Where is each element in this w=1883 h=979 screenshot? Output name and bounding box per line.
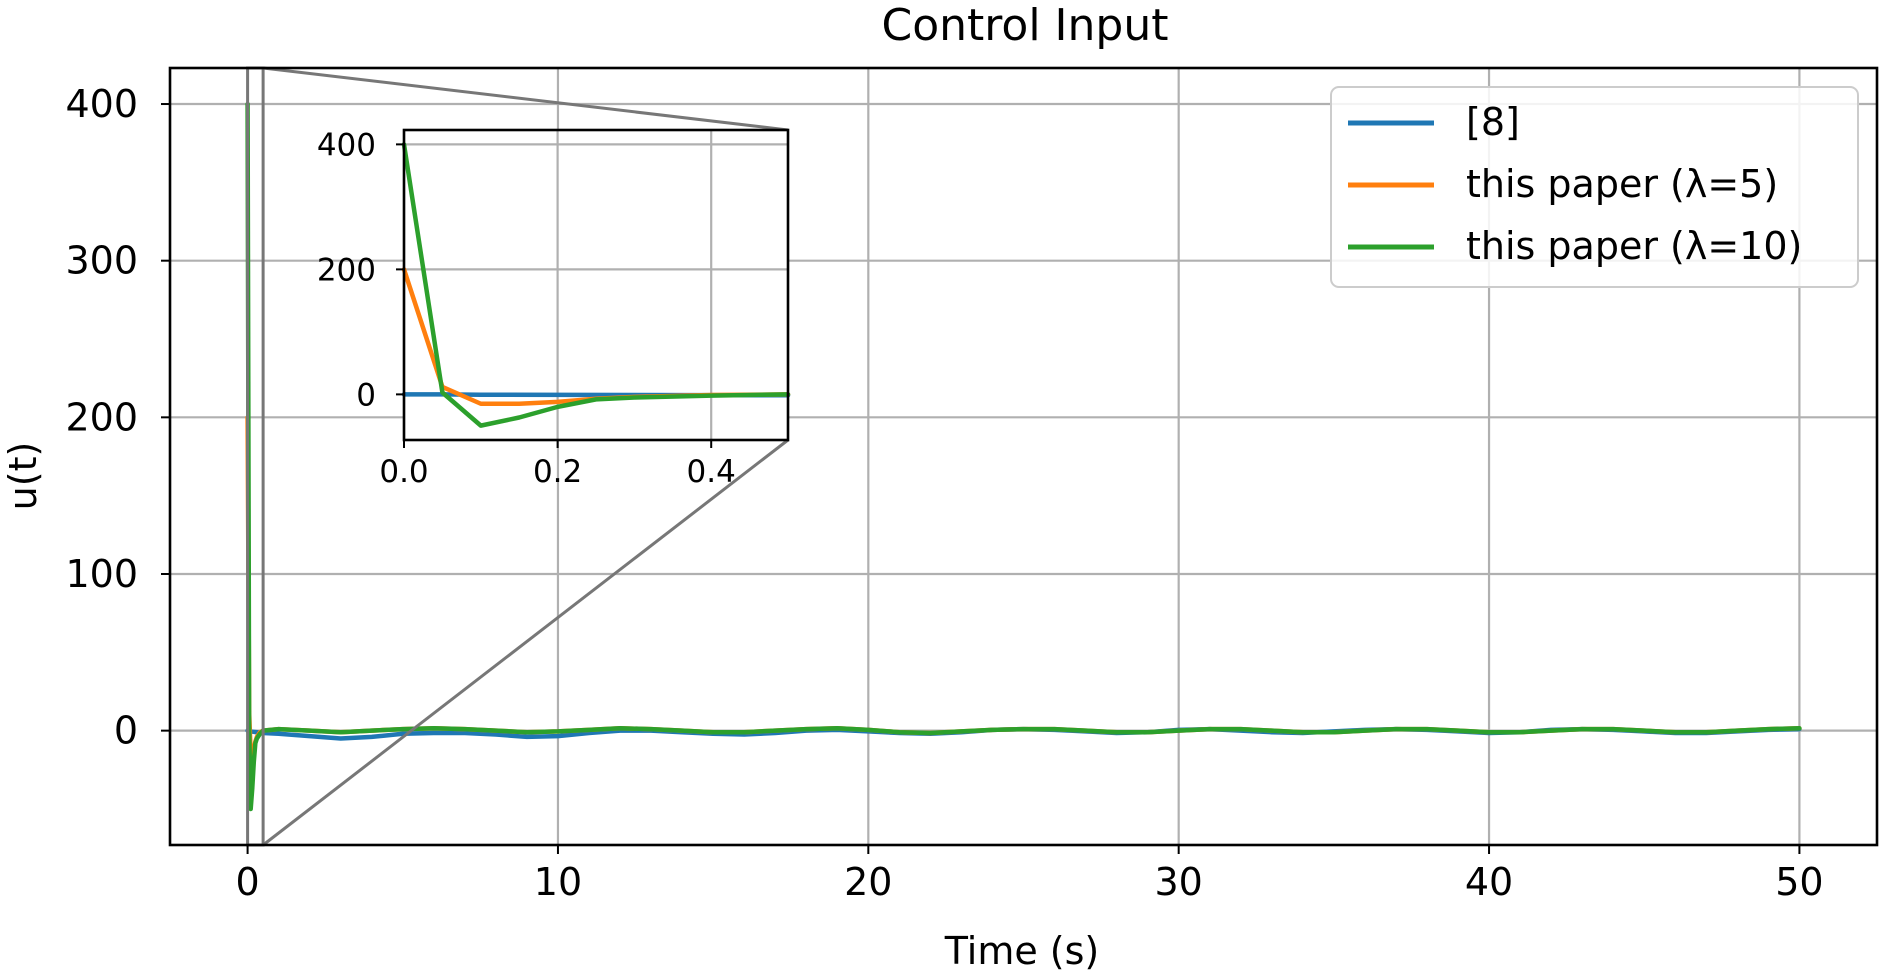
inset-axes: 0.0 0.2 0.4 0 200 400 [317, 127, 791, 490]
legend-label: this paper (λ=5) [1466, 162, 1778, 206]
legend-label: [8] [1466, 100, 1520, 144]
main-series-group [245, 101, 1802, 812]
inset-axis-ticks: 0.0 0.2 0.4 0 200 400 [317, 127, 736, 490]
inset-y-tick-label: 0 [356, 377, 376, 413]
y-tick-label: 0 [114, 709, 138, 753]
y-tick-label: 200 [65, 395, 138, 439]
y-axis-label: u(t) [1, 442, 45, 511]
inset-background [404, 130, 788, 440]
x-tick-label: 30 [1155, 860, 1203, 904]
x-axis-label: Time (s) [944, 929, 1100, 973]
x-tick-label: 20 [844, 860, 892, 904]
series-line [245, 101, 1802, 812]
legend-label: this paper (λ=10) [1466, 224, 1802, 268]
inset-series-line [401, 142, 791, 428]
x-tick-label: 0 [235, 860, 259, 904]
x-tick-label: 40 [1465, 860, 1513, 904]
legend-entry: this paper (λ=5) [1348, 162, 1778, 206]
series-line [245, 415, 1802, 757]
zoom-connector-line [262, 438, 789, 847]
x-tick-label: 50 [1775, 860, 1823, 904]
chart-title: Control Input [882, 0, 1169, 51]
x-tick-label: 10 [534, 860, 582, 904]
legend-entry: this paper (λ=10) [1348, 224, 1802, 268]
y-tick-label: 300 [65, 239, 138, 283]
inset-x-tick-label: 0.2 [533, 454, 582, 490]
y-tick-label: 100 [65, 552, 138, 596]
plot-area-frame [168, 66, 1879, 847]
inset-x-tick-label: 0.0 [379, 454, 428, 490]
inset-x-tick-label: 0.4 [687, 454, 736, 490]
y-tick-label: 400 [65, 82, 138, 126]
zoom-connector-line [262, 66, 789, 132]
inset-y-tick-label: 200 [317, 252, 376, 288]
inset-frame [402, 128, 790, 442]
legend-entry: [8] [1348, 100, 1520, 144]
inset-y-tick-label: 400 [317, 127, 376, 163]
legend: [8] this paper (λ=5) this paper (λ=10) [1330, 86, 1859, 288]
legend-box [1330, 86, 1859, 288]
inset-series-group [401, 142, 791, 428]
main-axis-ticks: 0 10 20 30 40 50 0 100 200 300 400 [65, 82, 1823, 904]
